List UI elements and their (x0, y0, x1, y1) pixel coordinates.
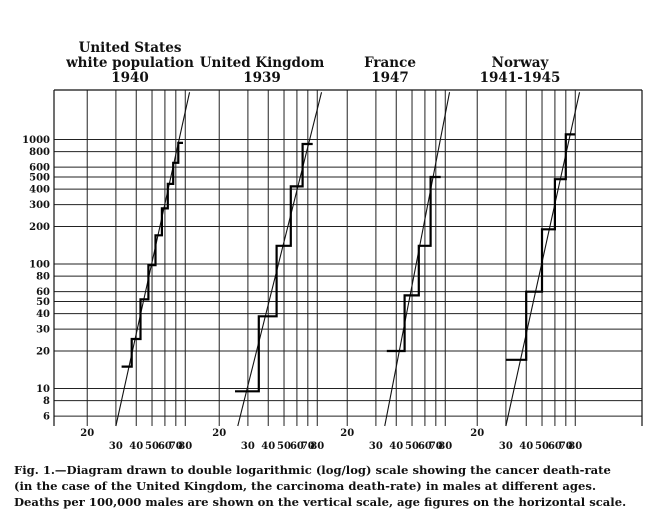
y-tick-label: 500 (29, 173, 50, 184)
y-tick-label: 300 (29, 200, 50, 211)
y-tick-label: 80 (36, 272, 50, 283)
vertical-gridlines (86, 90, 576, 426)
x-tick-label: 40 (129, 441, 143, 452)
x-tick-label: 80 (438, 441, 452, 452)
x-tick-label: 50 (535, 441, 549, 452)
x-tick-label: 80 (310, 441, 324, 452)
panel-title: 1940 (111, 70, 149, 86)
x-tick-label: 20 (340, 428, 354, 439)
x-tick-label: 40 (519, 441, 533, 452)
y-tick-label: 1000 (22, 135, 50, 146)
x-tick-label: 70 (559, 441, 573, 452)
x-tick-label: 80 (178, 441, 192, 452)
y-tick-label: 20 (36, 347, 50, 358)
x-tick-label: 50 (405, 441, 419, 452)
panel-title: United States (79, 40, 182, 56)
y-tick-label: 60 (36, 287, 50, 298)
x-tick-label: 40 (261, 441, 275, 452)
x-tick-label: 50 (277, 441, 291, 452)
x-tick-label: 60 (418, 441, 432, 452)
y-tick-label: 6 (43, 412, 50, 423)
panel-title: United Kingdom (200, 55, 325, 71)
y-tick-label: 600 (29, 163, 50, 174)
x-tick-label: 60 (290, 441, 304, 452)
caption-line: Fig. 1.—Diagram drawn to double logarith… (14, 463, 611, 477)
x-tick-label: 30 (499, 441, 513, 452)
x-tick-label: 30 (109, 441, 123, 452)
caption-line: Deaths per 100,000 males are shown on th… (14, 495, 627, 509)
panel-title: 1939 (243, 70, 281, 86)
caption-line: (in the case of the United Kingdom, the … (14, 479, 596, 493)
step-series-line (386, 175, 441, 353)
y-tick-label: 800 (29, 147, 50, 158)
x-tick-label: 30 (241, 441, 255, 452)
y-tick-label: 40 (36, 309, 50, 320)
x-tick-label: 80 (568, 441, 582, 452)
y-tick-label: 30 (36, 325, 50, 336)
panel-title: Norway (492, 55, 550, 71)
horizontal-gridlines (54, 139, 642, 417)
x-tick-label: 60 (158, 441, 172, 452)
x-tick-label: 70 (169, 441, 183, 452)
x-tick-label: 20 (470, 428, 484, 439)
x-tick-label: 30 (369, 441, 383, 452)
y-tick-label: 50 (36, 297, 50, 308)
x-tick-label: 50 (145, 441, 159, 452)
y-tick-label: 8 (43, 396, 50, 407)
fit-line (384, 92, 451, 427)
figure-caption: Fig. 1.—Diagram drawn to double logarith… (14, 462, 654, 510)
panel-title: white population (65, 55, 194, 71)
y-tick-label: 10 (36, 384, 50, 395)
x-tick-label: 20 (80, 428, 94, 439)
panel-title: 1947 (371, 70, 409, 86)
step-series-line (505, 133, 576, 361)
fit-line (237, 92, 323, 427)
plot-frame (53, 89, 643, 426)
x-tick-label: 60 (548, 441, 562, 452)
x-tick-label: 40 (389, 441, 403, 452)
y-tick-label: 100 (29, 260, 50, 271)
panel-title: 1941-1945 (480, 70, 561, 86)
y-tick-label: 200 (29, 222, 50, 233)
x-tick-label: 20 (212, 428, 226, 439)
step-series (121, 133, 576, 393)
x-tick-label: 70 (301, 441, 315, 452)
y-tick-label: 400 (29, 185, 50, 196)
panel-title: France (364, 55, 416, 71)
step-series-line (235, 142, 313, 393)
x-tick-label: 70 (429, 441, 443, 452)
step-series-line (121, 141, 183, 368)
